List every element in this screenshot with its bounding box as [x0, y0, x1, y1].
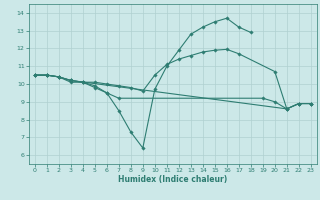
X-axis label: Humidex (Indice chaleur): Humidex (Indice chaleur)	[118, 175, 228, 184]
